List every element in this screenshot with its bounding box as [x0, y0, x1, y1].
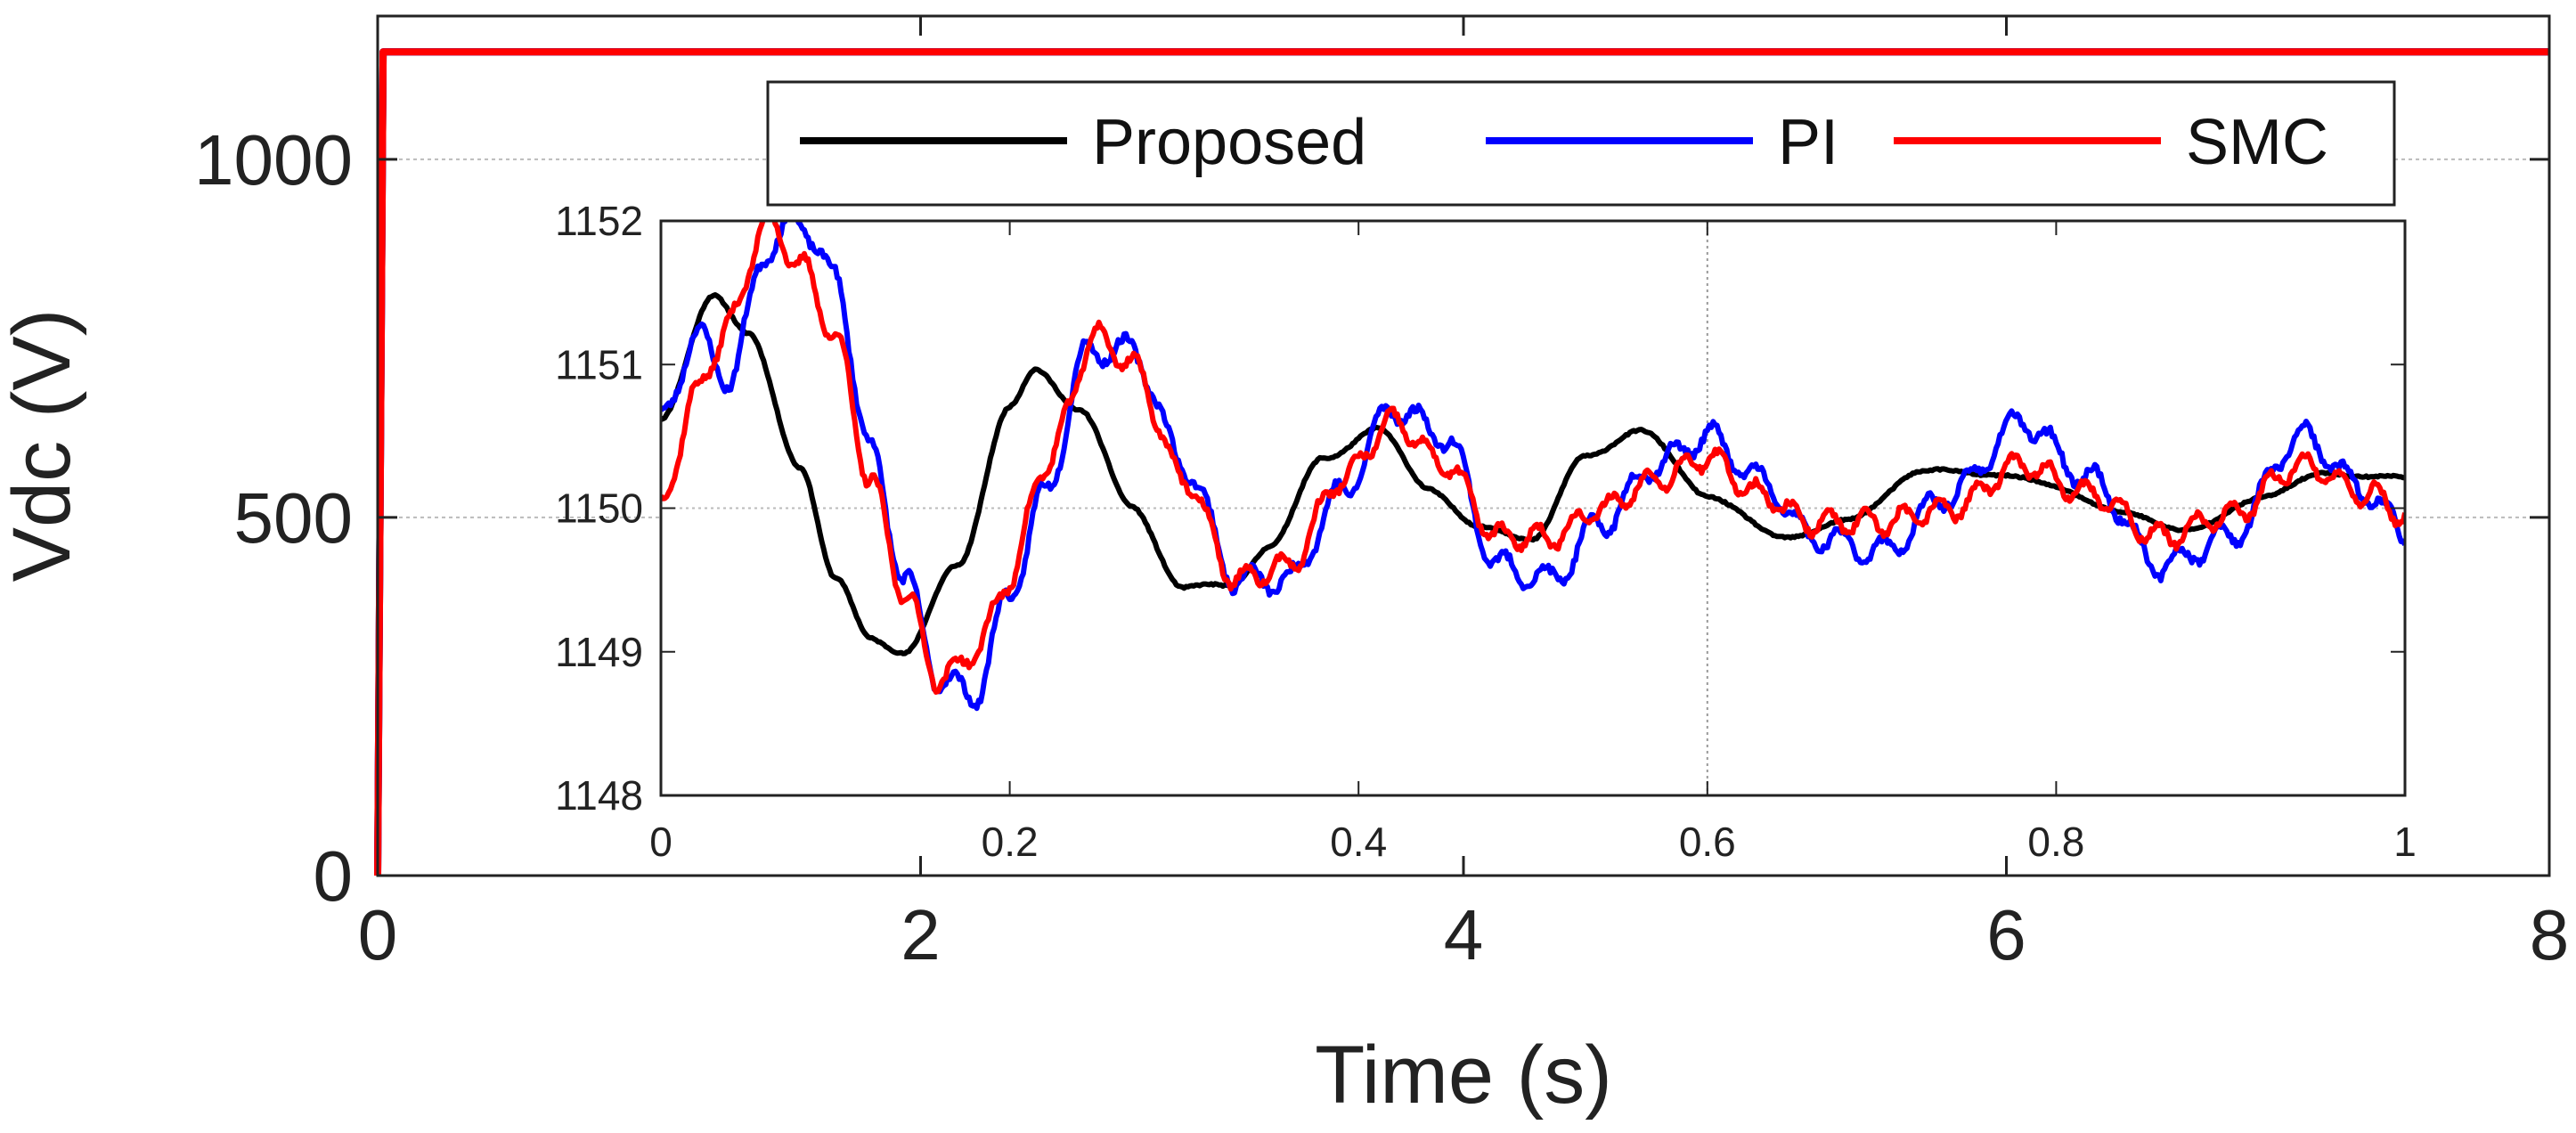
inset-series-line-pi [661, 221, 2405, 712]
inset-x-tick-label-0: 0 [649, 819, 673, 865]
inset-x-tick-label-0-2: 0.2 [982, 819, 1039, 865]
main-x-axis-title: Time (s) [1315, 1030, 1612, 1121]
main-x-tick-label-6: 6 [1986, 895, 2026, 974]
main-y-tick-label-500: 500 [234, 478, 353, 558]
main-series-line-smc [374, 48, 2549, 876]
legend-pi-label: PI [1778, 107, 1838, 178]
inset-x-tick-label-0-8: 0.8 [2027, 819, 2084, 865]
inset-series [661, 221, 2405, 712]
main-y-tick-label-1000: 1000 [194, 120, 353, 200]
main-x-tick-label-2: 2 [901, 895, 941, 974]
legend-smc-label: SMC [2186, 107, 2328, 178]
main-ticks: 0 500 1000 0 2 4 6 8 [194, 16, 2569, 974]
inset-x-tick-label-0-6: 0.6 [1679, 819, 1736, 865]
inset-x-tick-label-1: 1 [2393, 819, 2417, 865]
main-y-axis-title: Vdc (V) [0, 309, 87, 583]
inset-y-tick-label-1149: 1149 [555, 629, 643, 675]
inset-y-tick-label-1152: 1152 [555, 198, 643, 244]
main-series [374, 48, 2549, 876]
inset-x-tick-label-0-4: 0.4 [1330, 819, 1387, 865]
inset-y-tick-label-1150: 1150 [555, 485, 643, 532]
main-x-tick-label-4: 4 [1444, 895, 1484, 974]
inset-series-line-smc [661, 221, 2405, 695]
inset-y-tick-label-1151: 1151 [555, 341, 643, 387]
inset-plot-area [661, 221, 2405, 795]
inset-ticks: 1148 1149 1150 1151 1152 0 0.2 0.4 0.6 0.8 1 [555, 198, 2417, 865]
main-x-tick-label-8: 8 [2530, 895, 2570, 974]
main-y-tick-label-0: 0 [314, 836, 354, 916]
main-x-tick-label-0: 0 [358, 895, 398, 974]
legend-proposed-label: Proposed [1092, 107, 1366, 178]
inset-y-tick-label-1148: 1148 [555, 772, 643, 819]
inset-plot: 1148 1149 1150 1151 1152 0 0.2 0.4 0.6 0.8 1 [555, 198, 2417, 865]
legend: Proposed PI SMC [766, 80, 2396, 207]
